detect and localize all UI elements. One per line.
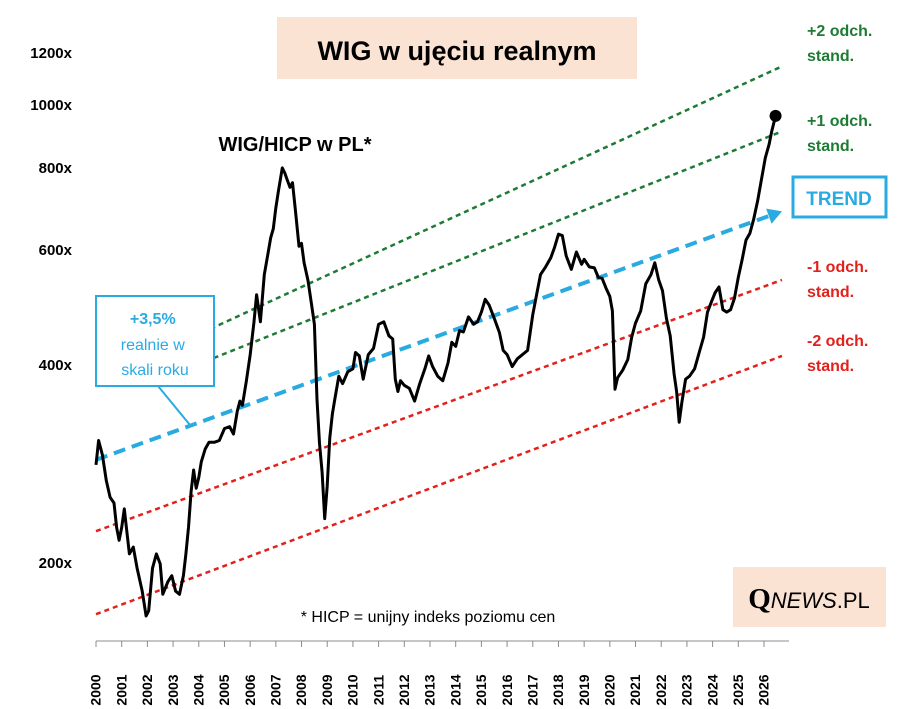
y-tick-label: 800x xyxy=(39,160,73,177)
series-group xyxy=(94,109,782,618)
x-tick-label: 2023 xyxy=(679,674,695,705)
logo-q: Q xyxy=(748,583,771,615)
deviation-bands xyxy=(95,65,783,616)
footnote: * HICP = unijny indeks poziomu cen xyxy=(301,609,556,626)
callout-pointer xyxy=(157,385,191,426)
y-tick-label: 1000x xyxy=(30,97,72,114)
last-point-marker xyxy=(769,109,782,122)
logo-news: NEWS xyxy=(771,588,837,613)
y-tick-label: 400x xyxy=(39,357,73,374)
logo: QNEWS.PL xyxy=(748,583,870,615)
x-tick-label: 2002 xyxy=(139,674,155,705)
trend-arrowhead xyxy=(766,208,782,224)
x-tick-label: 2016 xyxy=(499,674,515,705)
x-tick-label: 2004 xyxy=(190,674,206,705)
x-tick-label: 2007 xyxy=(268,674,284,705)
band-line-2 xyxy=(95,278,783,533)
x-tick-label: 2018 xyxy=(550,674,566,705)
x-axis: 2000 2001 2002 2003 2004 2005 2006 2007 2008 2009… xyxy=(88,641,772,706)
y-tick-label: 600x xyxy=(39,242,73,259)
x-tick-label: 2022 xyxy=(653,674,669,705)
x-tick-label: 2025 xyxy=(730,674,746,705)
x-tick-label: 2012 xyxy=(396,674,412,705)
band-label-plus2: +2 odch. stand. xyxy=(807,23,877,65)
band-label-minus2: -2 odch. stand. xyxy=(807,333,873,375)
x-tick-label: 2006 xyxy=(242,674,258,705)
x-tick-label: 2015 xyxy=(473,674,489,705)
x-tick-label: 2003 xyxy=(165,674,181,705)
band-line-3 xyxy=(95,354,783,616)
x-tick-label: 2014 xyxy=(447,674,463,705)
logo-box xyxy=(733,567,886,627)
x-tick-label: 2013 xyxy=(422,674,438,705)
trend-label: TREND xyxy=(806,189,871,210)
x-tick-label: 2024 xyxy=(704,674,720,705)
x-tick-label: 2010 xyxy=(345,674,361,705)
x-tick-label: 2009 xyxy=(319,674,335,705)
x-tick-label: 2019 xyxy=(576,674,592,705)
x-tick-label: 2021 xyxy=(627,674,643,705)
x-tick-label: 2011 xyxy=(370,675,386,706)
series-line xyxy=(94,115,778,618)
growth-callout-text: +3,5% realnie w skali roku xyxy=(121,311,189,379)
band-labels: +2 odch. stand. +1 odch. stand. -1 odch.… xyxy=(807,23,877,375)
x-tick-label: 2008 xyxy=(293,674,309,705)
band-label-plus1: +1 odch. stand. xyxy=(807,113,877,155)
x-tick-label: 2020 xyxy=(602,674,618,705)
trend-line-group xyxy=(95,208,782,462)
y-axis: 200x 400x 600x 800x 1000x 1200x xyxy=(30,45,72,572)
band-line-1 xyxy=(154,130,783,383)
title-box xyxy=(277,17,637,79)
series-label: WIG/HICP w PL* xyxy=(219,134,372,156)
band-label-minus1: -1 odch. stand. xyxy=(807,259,873,301)
growth-callout-box xyxy=(95,295,215,387)
chart-title: WIG w ujęciu realnym xyxy=(317,36,596,66)
trend-label-box xyxy=(791,175,888,219)
y-tick-label: 1200x xyxy=(30,45,72,62)
logo-suffix: .PL xyxy=(837,588,870,613)
trend-line xyxy=(95,211,777,462)
x-tick-label: 2026 xyxy=(756,674,772,705)
x-tick-label: 2000 xyxy=(88,674,104,705)
x-tick-label: 2001 xyxy=(113,674,129,705)
x-tick-label: 2017 xyxy=(524,674,540,705)
y-tick-label: 200x xyxy=(39,555,73,572)
x-tick-label: 2005 xyxy=(216,674,232,705)
